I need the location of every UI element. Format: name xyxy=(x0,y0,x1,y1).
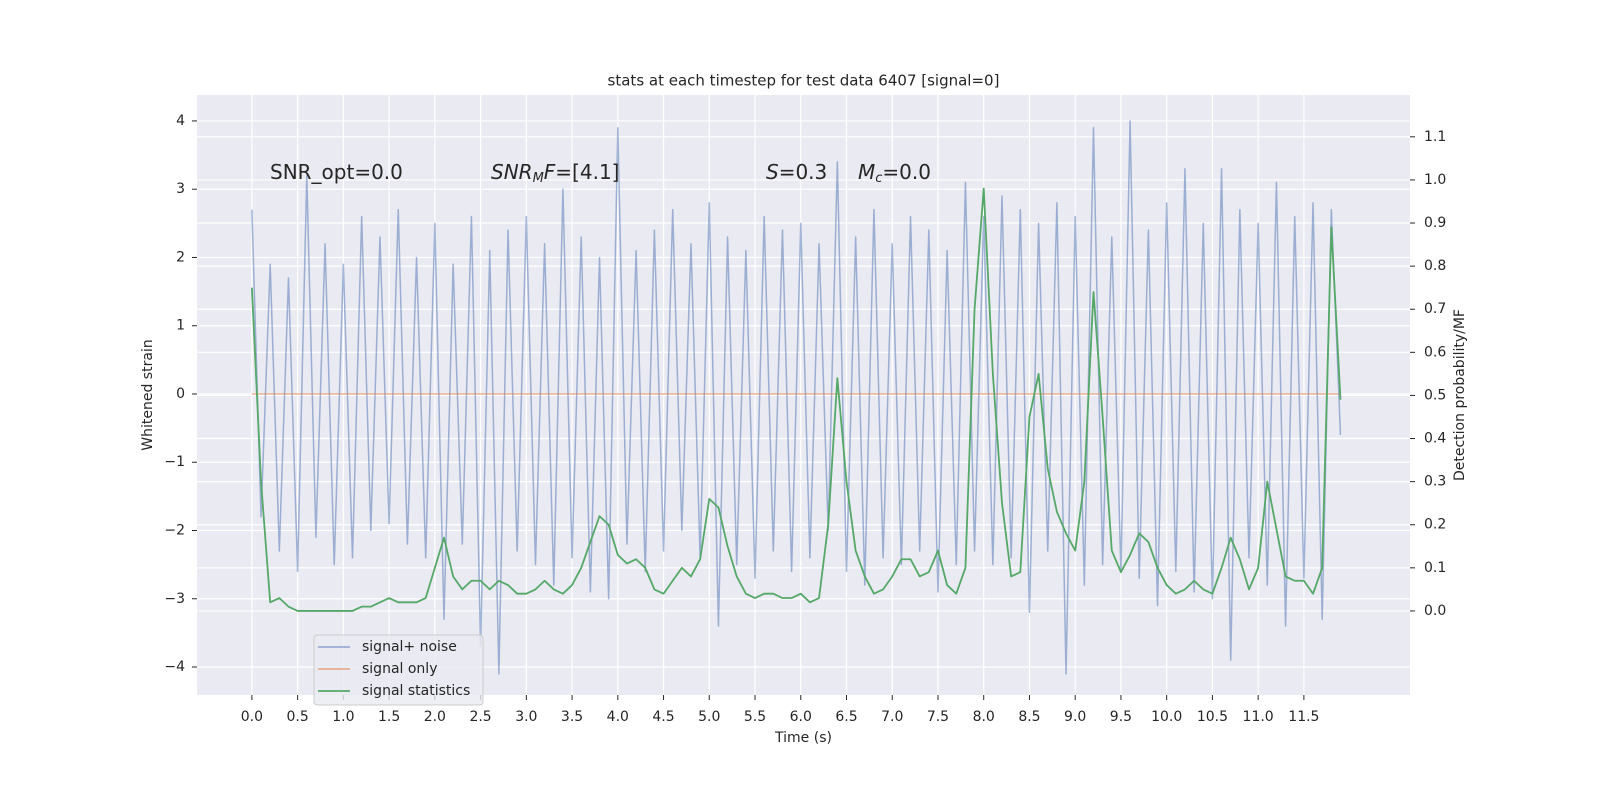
x-tick-label: 11.0 xyxy=(1243,709,1274,725)
x-tick-label: 3.0 xyxy=(515,709,537,725)
x-tick-label: 0.0 xyxy=(241,709,263,725)
annotation-part: S xyxy=(766,160,779,184)
y-tick-label: 4 xyxy=(176,113,185,129)
y2-tick-label: 1.0 xyxy=(1424,172,1446,188)
marks xyxy=(250,120,1342,675)
y2-tick-label: 0.8 xyxy=(1424,258,1446,274)
x-tick-label: 1.5 xyxy=(378,709,400,725)
annotation-part: =[4.1] xyxy=(555,160,619,184)
annotation: SNRMF=[4.1] xyxy=(491,160,619,186)
y2-tick-label: 1.1 xyxy=(1424,129,1446,145)
y-tick-label: 2 xyxy=(176,249,185,265)
y-tick-label: −3 xyxy=(164,591,185,607)
annotation-part: M xyxy=(858,160,875,184)
y-tick-label: 1 xyxy=(176,318,185,334)
y2-tick-label: 0.6 xyxy=(1424,344,1446,360)
y2-tick-label: 0.1 xyxy=(1424,560,1446,576)
x-tick-label: 4.0 xyxy=(607,709,629,725)
x-tick-label: 3.5 xyxy=(561,709,583,725)
x-tick-label: 4.5 xyxy=(652,709,674,725)
x-tick-label: 7.0 xyxy=(881,709,903,725)
legend-box xyxy=(313,634,484,706)
x-tick-label: 0.5 xyxy=(286,709,308,725)
y2-tick-label: 0.7 xyxy=(1424,301,1446,317)
y2-tick-label: 0.5 xyxy=(1424,387,1446,403)
annotation-part: M xyxy=(533,171,544,186)
y2-tick-label: 0.4 xyxy=(1424,431,1446,447)
x-tick-label: 1.0 xyxy=(332,709,354,725)
y2-tick-label: 0.9 xyxy=(1424,215,1446,231)
x-tick-label: 8.5 xyxy=(1018,709,1040,725)
legend-label: signal statistics xyxy=(362,683,470,699)
y-tick-label: −4 xyxy=(164,659,185,675)
annotation: Mc=0.0 xyxy=(858,160,931,186)
x-tick-label: 5.0 xyxy=(698,709,720,725)
chart-title: stats at each timestep for test data 640… xyxy=(608,72,1000,90)
series-line xyxy=(250,187,1342,612)
x-tick-label: 9.0 xyxy=(1064,709,1086,725)
annotation-part: SNR xyxy=(491,160,533,184)
y-tick-label: 3 xyxy=(176,181,185,197)
x-tick-label: 2.0 xyxy=(424,709,446,725)
x-tick-label: 8.0 xyxy=(973,709,995,725)
axes: 0.0 0.5 1.0 1.5 2.0 2.5 3.0 3.5 4.0 4.5 5.0 5.5 6.0 6… xyxy=(164,113,1446,725)
x-tick-label: 2.5 xyxy=(469,709,491,725)
y2-tick-label: 0.3 xyxy=(1424,474,1446,490)
y2-tick-label: 0.0 xyxy=(1424,603,1446,619)
annotation-part: F xyxy=(544,160,556,184)
legend-label: signal+ noise xyxy=(362,639,457,655)
x-tick-label: 5.5 xyxy=(744,709,766,725)
x-tick-label: 6.5 xyxy=(835,709,857,725)
annotation-part: c xyxy=(875,171,882,186)
annotation-part: =0.0 xyxy=(882,160,931,184)
annotation: S=0.3 xyxy=(766,160,827,184)
legend-label: signal only xyxy=(362,661,437,677)
y-axis-label: Whitened strain xyxy=(140,339,156,450)
x-tick-label: 6.0 xyxy=(790,709,812,725)
x-tick-label: 11.5 xyxy=(1288,709,1319,725)
y2-axis-label: Detection probability/MF xyxy=(1452,309,1468,481)
y-tick-label: 0 xyxy=(176,386,185,402)
series-line xyxy=(251,120,1342,675)
y-tick-label: −2 xyxy=(164,522,185,538)
annotation: SNR_opt=0.0 xyxy=(270,160,403,184)
x-tick-label: 10.0 xyxy=(1151,709,1182,725)
x-tick-label: 10.5 xyxy=(1197,709,1228,725)
x-tick-label: 9.5 xyxy=(1110,709,1132,725)
x-tick-label: 7.5 xyxy=(927,709,949,725)
x-axis-label: Time (s) xyxy=(774,730,832,746)
annotation-part: =0.3 xyxy=(779,160,828,184)
annotation-part: SNR_opt=0.0 xyxy=(270,160,403,184)
grid xyxy=(197,95,1410,695)
y2-tick-label: 0.2 xyxy=(1424,517,1446,533)
y-tick-label: −1 xyxy=(164,454,185,470)
